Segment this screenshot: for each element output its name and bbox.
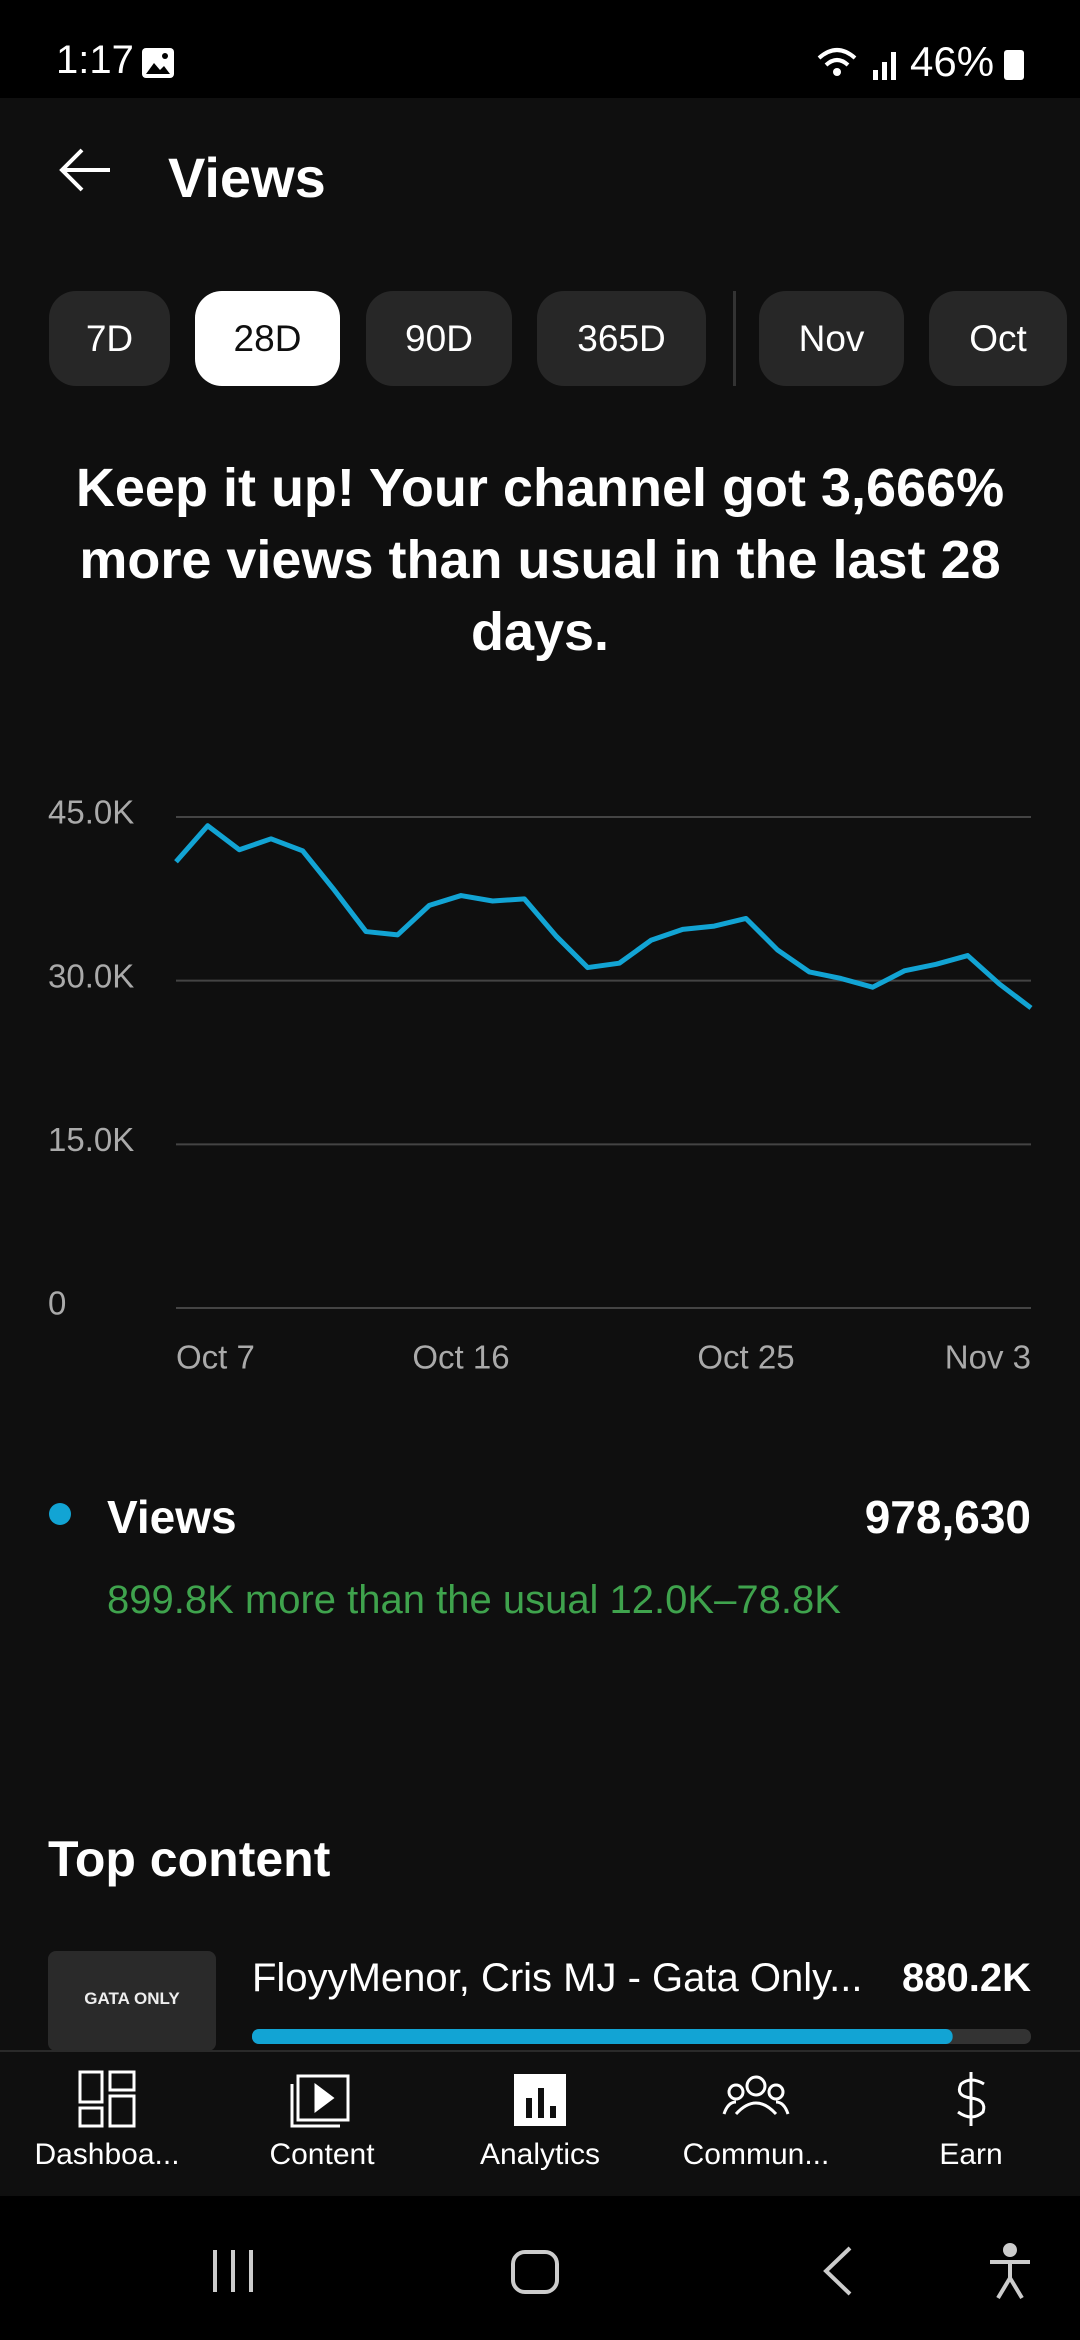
x-tick-label: Oct 7 — [176, 1339, 255, 1376]
headline: Keep it up! Your channel got 3,666% more… — [75, 458, 1005, 662]
tab[interactable]: 7D — [49, 291, 170, 386]
nav-label[interactable]: Earn — [939, 2138, 1003, 2171]
tab[interactable]: 28D — [195, 291, 340, 386]
content-value: 880.2K — [902, 1956, 1031, 2000]
total-value: 978,630 — [864, 1491, 1031, 1543]
nav-label[interactable]: Dashboa... — [34, 2138, 180, 2171]
system-nav — [0, 2196, 1080, 2340]
line-series — [174, 823, 1033, 1010]
tab[interactable]: 90D — [366, 291, 512, 386]
battery-text: 46% — [910, 38, 995, 85]
legend-label: Views — [107, 1491, 237, 1543]
status-time: 1:17 — [56, 38, 134, 82]
y-tick-label: 0 — [48, 1285, 66, 1322]
battery-icon — [1004, 50, 1024, 80]
legend-dot — [49, 1503, 71, 1525]
chart: 0 15.0K 30.0K 45.0K Oct 7 Oct 16 Oct 25 Nov 3 — [48, 794, 1033, 2044]
signal-icons — [817, 48, 896, 80]
back-button[interactable] — [56, 145, 116, 195]
nav-label[interactable]: Content — [269, 2138, 375, 2171]
x-tick-label: Nov 3 — [945, 1339, 1031, 1376]
page-title: Views — [168, 146, 326, 209]
x-tick-label: Oct 16 — [412, 1339, 509, 1376]
tab-divider — [733, 291, 736, 386]
status-bar — [0, 0, 1080, 98]
nav-icons — [78, 2070, 986, 2128]
gallery-icon — [142, 48, 174, 78]
nav-label[interactable]: Analytics — [479, 2138, 601, 2171]
tab[interactable]: 365D — [537, 291, 706, 386]
tab[interactable]: Nov — [759, 291, 904, 386]
y-tick-label: 15.0K — [48, 1121, 134, 1158]
content-title[interactable]: FloyyMenor, Cris MJ - Gata Only... — [252, 1956, 863, 2000]
y-tick-label: 45.0K — [48, 794, 134, 831]
thumbnail[interactable]: GATA ONLY — [48, 1951, 216, 2051]
x-tick-label: Oct 25 — [697, 1339, 794, 1376]
tab[interactable]: Oct — [929, 291, 1067, 386]
y-tick-label: 30.0K — [48, 957, 134, 994]
comparison-note: 899.8K more than the usual 12.0K–78.8K — [107, 1578, 841, 1622]
section-title: Top content — [48, 1831, 331, 1887]
progress-fill — [252, 2029, 953, 2044]
nav-label[interactable]: Commun... — [682, 2138, 830, 2171]
system-nav-icons — [213, 2243, 1030, 2300]
thumbnail-text: GATA ONLY — [84, 1989, 180, 2008]
